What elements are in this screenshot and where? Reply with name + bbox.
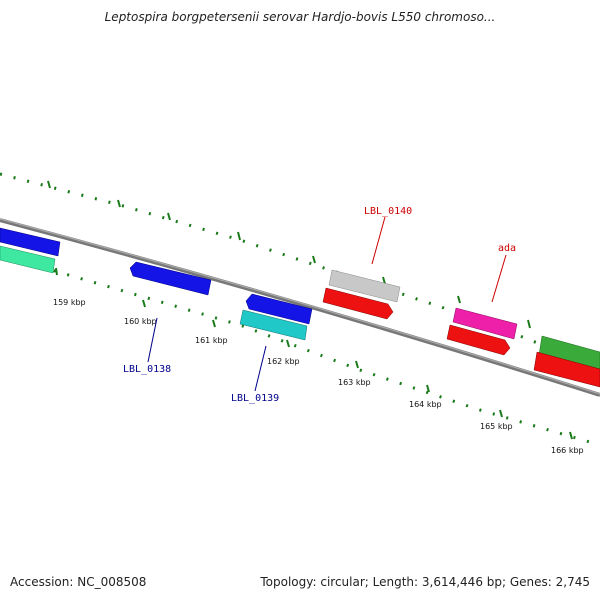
inner-major-tick — [142, 299, 146, 308]
gene-callouts: LBL_0140 ada LBL_0138 LBL_0139 — [123, 206, 516, 404]
gene-red-right-edge[interactable] — [533, 351, 600, 388]
outer-tick-track — [0, 172, 600, 370]
inner-major-tick — [355, 360, 359, 369]
outer-major-tick — [382, 276, 386, 285]
inner-major-tick — [569, 431, 573, 440]
outer-major-tick — [237, 231, 241, 241]
kbp-label: 159 kbp — [53, 298, 86, 307]
kbp-label: 163 kbp — [338, 378, 371, 387]
gene-lbl0139-blue[interactable] — [245, 293, 313, 325]
outer-major-tick — [117, 199, 121, 208]
kbp-label: 160 kbp — [124, 317, 157, 326]
inner-major-tick — [212, 319, 216, 328]
kbp-label: 161 kbp — [195, 336, 228, 345]
gene-label-lbl0138[interactable]: LBL_0138 — [123, 364, 171, 375]
gene-blue-left-edge[interactable] — [0, 227, 61, 257]
gene-label-lbl0139[interactable]: LBL_0139 — [231, 393, 279, 404]
gene-mint-left-edge[interactable] — [0, 245, 56, 274]
outer-major-tick — [527, 319, 531, 329]
inner-major-tick — [499, 409, 503, 418]
map-title: Leptospira borgpetersenii serovar Hardjo… — [104, 10, 496, 24]
gene-ada[interactable] — [452, 307, 518, 340]
gene-green-right-edge[interactable] — [538, 335, 600, 373]
gene-features[interactable] — [0, 227, 600, 388]
gene-red-forward-1[interactable] — [322, 287, 394, 320]
kbp-scale-labels: 159 kbp 160 kbp 161 kbp 162 kbp 163 kbp … — [53, 298, 584, 455]
outer-major-tick — [457, 295, 461, 304]
gene-red-forward-2[interactable] — [446, 324, 511, 356]
callout-line-lbl0140 — [371, 216, 386, 265]
callout-line-ada — [491, 254, 507, 303]
backbone-line — [0, 218, 600, 397]
backbone-highlight — [0, 218, 600, 395]
gene-label-ada[interactable]: ada — [498, 243, 516, 254]
kbp-label: 162 kbp — [267, 357, 300, 366]
outer-major-tick — [167, 212, 171, 221]
callout-line-lbl0139 — [254, 345, 267, 392]
outer-major-tick — [312, 255, 316, 264]
gene-lbl0138[interactable] — [129, 261, 212, 296]
accession-label: Accession: NC_008508 — [10, 575, 147, 589]
inner-major-tick — [286, 339, 290, 348]
chromosome-backbone — [0, 218, 600, 397]
kbp-label: 166 kbp — [551, 446, 584, 455]
inner-major-tick — [55, 267, 58, 276]
gene-label-lbl0140[interactable]: LBL_0140 — [364, 206, 412, 217]
gene-cyan[interactable] — [239, 309, 308, 341]
inner-tick-dots — [0, 253, 600, 447]
inner-major-tick — [426, 384, 430, 393]
gene-lbl0140[interactable] — [328, 269, 401, 303]
callout-line-lbl0138 — [147, 317, 158, 363]
inner-tick-track — [0, 253, 600, 447]
outer-major-tick — [47, 180, 51, 189]
kbp-label: 165 kbp — [480, 422, 513, 431]
genome-summary: Topology: circular; Length: 3,614,446 bp… — [260, 575, 590, 589]
kbp-label: 164 kbp — [409, 400, 442, 409]
